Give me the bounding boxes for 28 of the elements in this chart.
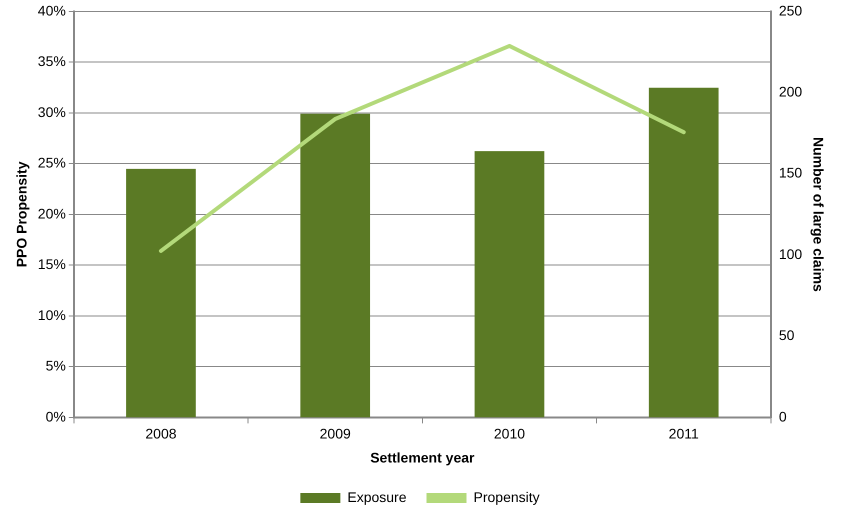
y2-tick-label: 200 bbox=[778, 83, 802, 100]
bar bbox=[126, 168, 196, 418]
y2-tick-label: 150 bbox=[778, 164, 802, 181]
y-tick-label: 5% bbox=[46, 358, 66, 374]
legend-label: Propensity bbox=[474, 488, 540, 505]
y2-tick-label: 100 bbox=[778, 246, 802, 262]
y-axis-title: PPO Propensity bbox=[13, 161, 30, 268]
y2-tick-label: 50 bbox=[778, 327, 795, 344]
x-tick-label: 2009 bbox=[320, 426, 351, 442]
y-tick-label: 10% bbox=[38, 306, 66, 323]
y2-axis-title: Number of large claims bbox=[810, 136, 827, 292]
x-tick-label: 2010 bbox=[494, 426, 526, 442]
bar bbox=[474, 151, 544, 418]
bar bbox=[300, 114, 370, 418]
y-tick-label: 25% bbox=[38, 154, 66, 171]
y2-tick-label: 0 bbox=[778, 408, 787, 424]
x-tick-label: 2008 bbox=[145, 426, 177, 442]
y-tick-label: 35% bbox=[38, 53, 66, 70]
y-tick-label: 15% bbox=[38, 256, 66, 272]
y-tick-label: 20% bbox=[38, 205, 66, 222]
legend-label: Exposure bbox=[347, 488, 407, 505]
y-tick-label: 40% bbox=[38, 2, 66, 18]
y-tick-label: 0% bbox=[46, 408, 66, 424]
x-axis-title: Settlement year bbox=[370, 449, 476, 466]
bar bbox=[648, 88, 719, 418]
y2-tick-label: 250 bbox=[778, 2, 802, 18]
y-tick-label: 30% bbox=[38, 104, 66, 120]
x-tick-label: 2011 bbox=[668, 426, 699, 442]
